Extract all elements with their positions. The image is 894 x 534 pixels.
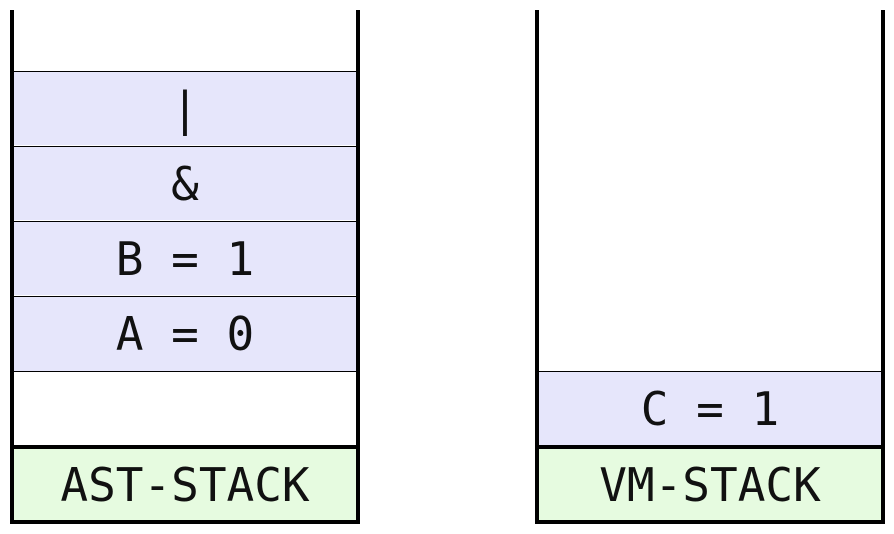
ast-stack-item: |	[14, 71, 356, 145]
ast-stack-item-text: &	[171, 156, 199, 211]
vm-stack-right-wall	[881, 10, 885, 524]
vm-stack-item: C = 1	[539, 371, 881, 445]
ast-stack-item-text: B = 1	[115, 231, 255, 286]
ast-stack-item-text: |	[171, 81, 199, 136]
ast-stack-left-wall	[10, 10, 14, 524]
vm-stack-label: VM-STACK	[535, 445, 885, 524]
vm-stack-item-text: C = 1	[640, 381, 780, 436]
ast-stack-item-text: A = 0	[115, 307, 255, 361]
vm-stack-left-wall	[535, 10, 539, 524]
ast-stack-item: B = 1	[14, 221, 356, 295]
vm-stack: C = 1 VM-STACK	[535, 0, 885, 525]
ast-stack-item: &	[14, 146, 356, 220]
ast-stack-right-wall	[356, 10, 360, 524]
ast-stack-label: AST-STACK	[10, 445, 360, 524]
ast-stack-item: A = 0	[14, 296, 356, 372]
ast-stack: | & B = 1 A = 0 AST-STACK	[10, 0, 360, 525]
